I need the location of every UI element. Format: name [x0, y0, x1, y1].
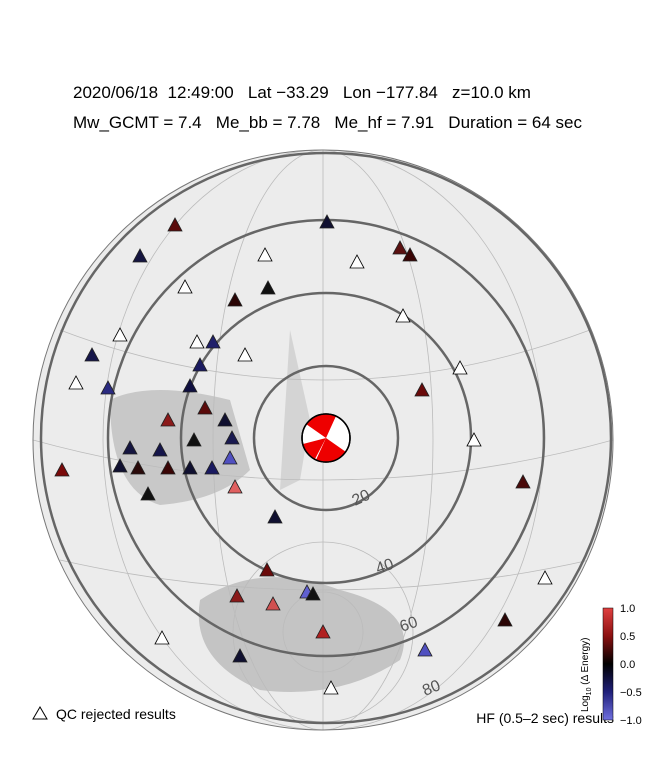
station: [323, 680, 339, 695]
label-base: Log: [580, 695, 591, 712]
station: [189, 334, 205, 349]
station: [227, 292, 243, 307]
station: [402, 247, 418, 262]
label-sub: 10: [586, 687, 593, 695]
station: [349, 254, 365, 269]
station: [154, 630, 170, 645]
station: [197, 400, 213, 415]
station: [130, 460, 146, 475]
colorbar-ticks: 1.0 0.5 0.0 −0.5 −1.0: [620, 603, 642, 727]
station: [237, 347, 253, 362]
station: [160, 460, 176, 475]
ring-label: 20: [350, 487, 373, 510]
station: [452, 360, 468, 375]
colorbar-tick: 1.0: [620, 603, 635, 615]
station: [100, 380, 116, 395]
legend-qc: QC rejected results: [56, 706, 176, 722]
header-line1: 2020/06/18 12:49:00 Lat −33.29 Lon −177.…: [73, 83, 531, 102]
beachball: [301, 413, 351, 463]
station: [112, 327, 128, 342]
station: [229, 588, 245, 603]
station: [160, 412, 176, 427]
station: [257, 247, 273, 262]
station: [182, 460, 198, 475]
stations: [54, 214, 553, 695]
ring-labels: 20 40 60 80: [350, 487, 444, 700]
station: [217, 412, 233, 427]
station: [222, 450, 238, 465]
station: [204, 460, 220, 475]
station: [515, 474, 531, 489]
colorbar-tick: −1.0: [620, 715, 642, 727]
station: [267, 509, 283, 524]
station: [305, 586, 321, 601]
station: [186, 432, 202, 447]
label-rest: (Δ Energy): [580, 637, 591, 687]
station: [112, 458, 128, 473]
ring-label: 80: [420, 677, 443, 699]
station: [395, 308, 411, 323]
station: [417, 642, 433, 657]
station: [537, 570, 553, 585]
station: [152, 442, 168, 457]
station: [132, 248, 148, 263]
station: [68, 375, 84, 390]
station: [319, 214, 335, 229]
ring-label: 40: [374, 556, 397, 578]
legend-hf: HF (0.5–2 sec) results: [476, 710, 614, 726]
station: [224, 430, 240, 445]
station: [497, 612, 513, 627]
station: [232, 648, 248, 663]
station: [177, 279, 193, 294]
station: [122, 440, 138, 455]
station: [227, 479, 243, 494]
colorbar-label: Log10 (Δ Energy): [580, 637, 593, 712]
station: [260, 280, 276, 295]
colorbar-tick: −0.5: [620, 687, 642, 699]
station: [205, 334, 221, 349]
station: [315, 624, 331, 639]
station: [84, 347, 100, 362]
colorbar-tick: 0.5: [620, 631, 635, 643]
header-line2: Mw_GCMT = 7.4 Me_bb = 7.78 Me_hf = 7.91 …: [73, 113, 583, 132]
station: [54, 462, 70, 477]
station: [140, 486, 156, 501]
globe-edge: [32, 149, 614, 731]
station: [259, 562, 275, 577]
colorbar-tick: 0.0: [620, 659, 635, 671]
station: [466, 432, 482, 447]
colorbar: [602, 607, 614, 721]
ring-label: 60: [398, 614, 421, 636]
station: [265, 596, 281, 611]
legend-triangle: [32, 706, 48, 720]
station: [167, 217, 183, 232]
station: [192, 357, 208, 372]
station: [182, 378, 198, 393]
station: [392, 240, 408, 255]
station: [414, 382, 430, 397]
